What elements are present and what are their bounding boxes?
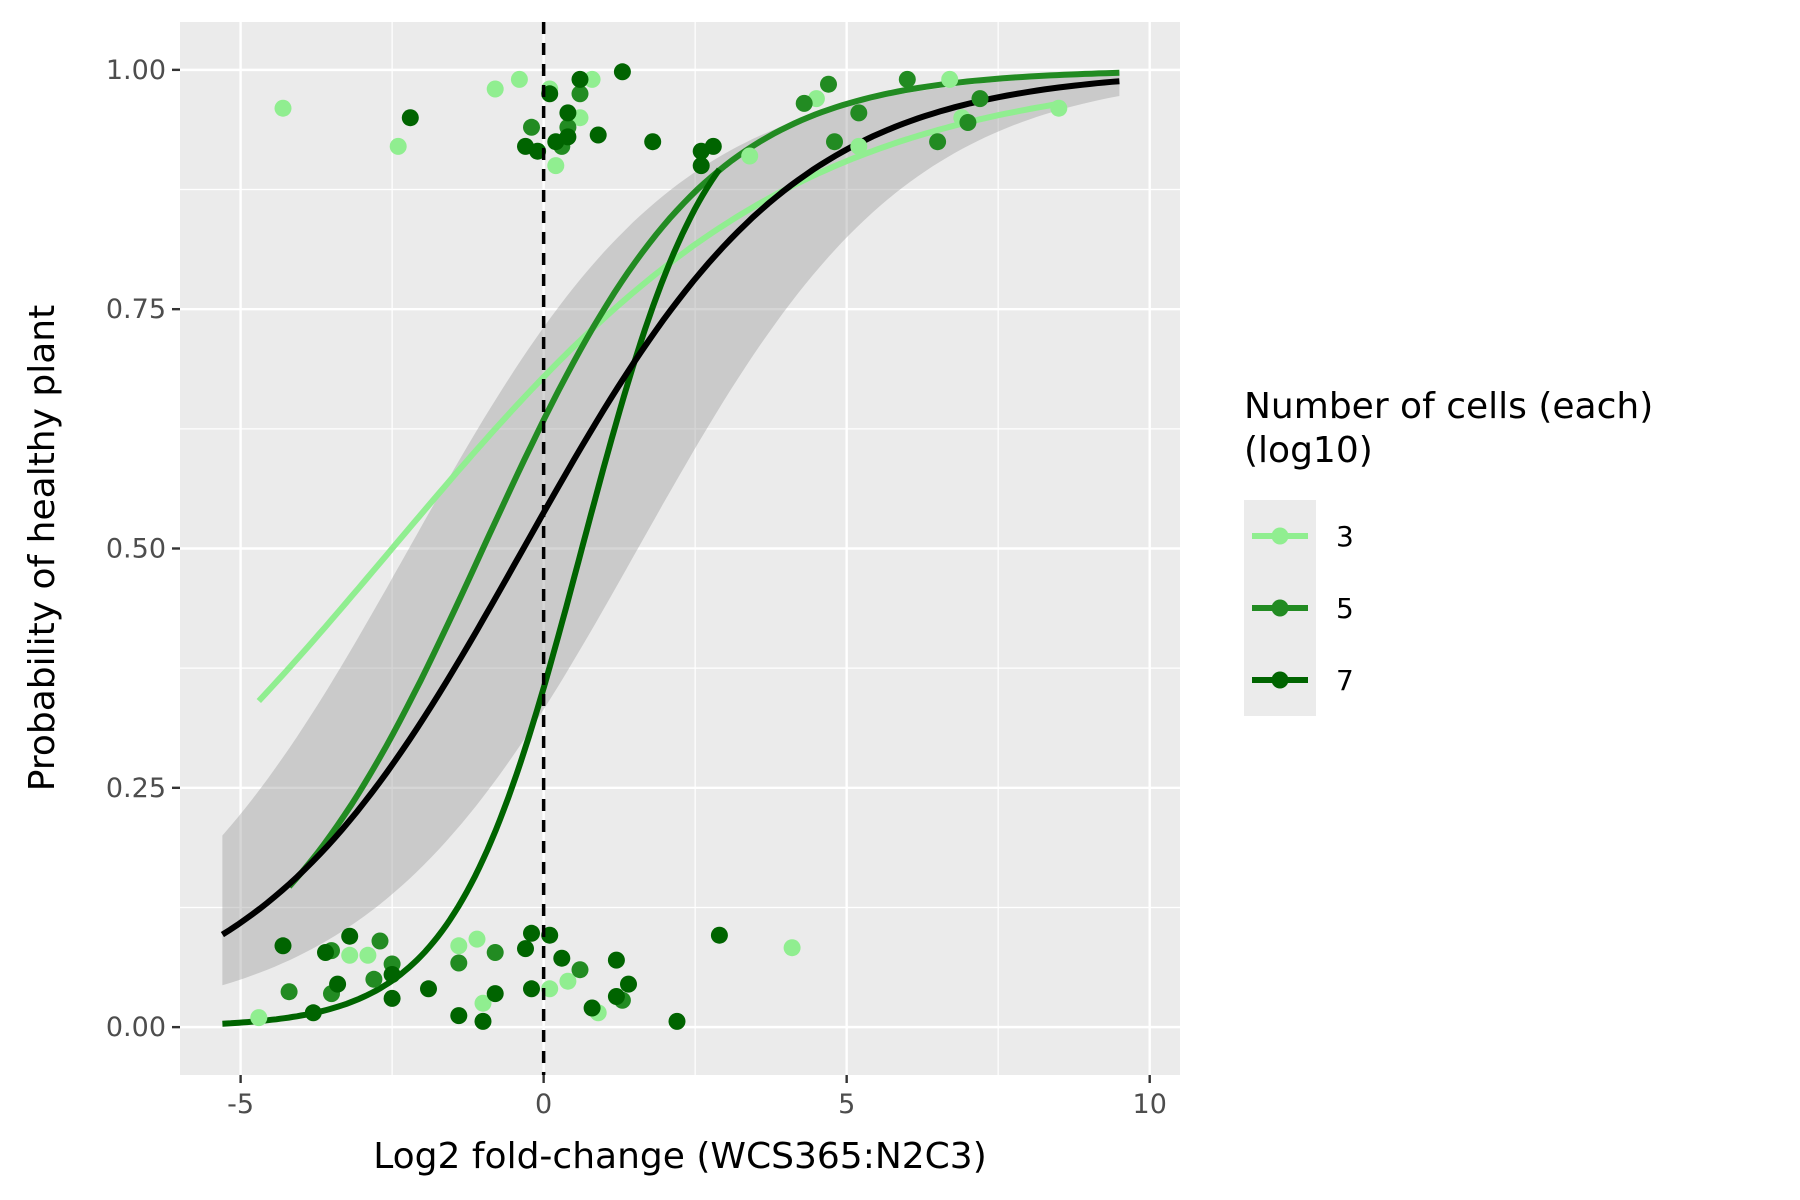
y-tick-label: 0.75 [106, 294, 166, 325]
data-point-series-3 [1050, 99, 1068, 117]
data-point-series-3 [359, 946, 377, 964]
data-point-series-5 [929, 133, 947, 151]
data-point-series-5 [571, 961, 589, 979]
legend-label-3: 3 [1336, 520, 1354, 553]
data-point-series-7 [668, 1012, 686, 1030]
data-point-series-3 [450, 937, 468, 955]
data-point-series-7 [274, 937, 292, 955]
data-point-series-7 [523, 924, 540, 942]
legend-key-point-5 [1271, 599, 1289, 617]
legend-key-point-3 [1271, 527, 1289, 545]
data-point-series-7 [486, 985, 504, 1003]
data-point-series-7 [420, 980, 437, 998]
data-point-series-5 [486, 944, 504, 961]
data-points [250, 63, 1068, 1030]
data-point-series-5 [971, 90, 989, 108]
data-point-series-5 [523, 118, 540, 136]
data-point-series-3 [941, 70, 959, 88]
overall-fit-line [220, 78, 1120, 938]
data-point-series-3 [474, 994, 492, 1012]
data-point-series-3 [541, 980, 559, 998]
data-point-series-7 [529, 142, 547, 160]
legend: Number of cells (each) (log10) 3 5 7 [1244, 386, 1665, 716]
legend-entries: 3 5 7 [1252, 520, 1354, 697]
data-point-series-3 [783, 939, 801, 957]
legend-key-point-7 [1271, 671, 1289, 689]
data-point-series-7 [517, 940, 534, 958]
data-point-series-7 [644, 133, 662, 151]
data-point-series-5 [820, 75, 837, 93]
data-point-series-7 [317, 944, 334, 961]
legend-label-5: 5 [1336, 592, 1354, 625]
data-point-series-7 [341, 927, 359, 945]
data-point-series-7 [583, 999, 601, 1017]
data-point-series-5 [826, 133, 843, 151]
y-axis: 0.00 0.25 0.50 0.75 1.00 [106, 55, 180, 1043]
y-tick-label: 0.25 [106, 773, 166, 804]
data-point-series-3 [486, 80, 504, 98]
data-point-series-5 [850, 104, 868, 122]
data-point-series-7 [304, 1004, 322, 1022]
data-point-series-3 [389, 137, 407, 155]
x-axis-title: Log2 fold-change (WCS365:N2C3) [373, 1136, 987, 1177]
data-point-series-7 [571, 70, 589, 88]
data-point-series-7 [620, 975, 637, 993]
data-point-series-7 [607, 951, 625, 969]
data-point-series-5 [795, 94, 813, 112]
data-point-series-3 [559, 972, 577, 990]
data-point-series-5 [365, 970, 383, 988]
legend-label-7: 7 [1336, 664, 1354, 697]
data-point-series-7 [541, 85, 559, 103]
data-point-series-7 [553, 949, 571, 967]
y-axis-title: Probability of healthy plant [22, 305, 63, 791]
data-point-series-7 [474, 1012, 492, 1030]
x-tick-label: 5 [838, 1089, 855, 1120]
data-point-series-7 [607, 988, 625, 1005]
data-point-series-7 [523, 980, 540, 998]
data-point-series-3 [850, 137, 868, 155]
overall-fit-ci-band [222, 74, 1120, 986]
data-point-series-7 [589, 126, 607, 144]
y-tick-label: 0.00 [106, 1012, 166, 1043]
x-tick-label: 10 [1133, 1089, 1167, 1120]
data-point-series-5 [371, 932, 389, 950]
data-point-series-3 [510, 70, 528, 88]
legend-title-line-2: (log10) [1244, 430, 1373, 471]
data-point-series-7 [613, 63, 631, 81]
fit-line-series-3 [256, 100, 1060, 704]
data-point-series-7 [710, 926, 728, 944]
data-point-series-3 [250, 1009, 268, 1027]
data-point-series-7 [541, 926, 559, 944]
y-tick-label: 0.50 [106, 534, 166, 565]
x-axis: -5 0 5 10 [227, 1075, 1167, 1120]
data-point-series-3 [741, 147, 759, 165]
x-tick-label: -5 [227, 1089, 254, 1120]
data-point-series-3 [274, 99, 292, 117]
data-point-series-3 [547, 157, 565, 175]
confidence-band [222, 74, 1120, 986]
data-point-series-7 [383, 989, 401, 1007]
y-tick-label: 1.00 [106, 55, 166, 86]
data-point-series-7 [401, 109, 419, 127]
data-point-series-7 [692, 157, 710, 175]
data-point-series-3 [583, 70, 601, 88]
data-point-series-7 [559, 104, 577, 122]
data-point-series-7 [329, 975, 347, 993]
data-point-series-7 [559, 128, 577, 146]
data-point-series-5 [571, 85, 589, 103]
legend-title-line-1: Number of cells (each) [1244, 386, 1653, 427]
data-point-series-7 [450, 1007, 468, 1025]
data-point-series-5 [959, 114, 977, 131]
fit-line-series-5 [286, 69, 1120, 889]
data-point-series-3 [341, 946, 359, 964]
x-tick-label: 0 [535, 1089, 552, 1120]
data-point-series-5 [898, 70, 916, 88]
data-point-series-7 [704, 137, 722, 155]
data-point-series-3 [468, 930, 486, 948]
data-point-series-5 [280, 983, 298, 1001]
data-point-series-7 [383, 966, 401, 983]
data-point-series-5 [450, 954, 468, 972]
legend-title: Number of cells (each) (log10) [1244, 386, 1665, 471]
